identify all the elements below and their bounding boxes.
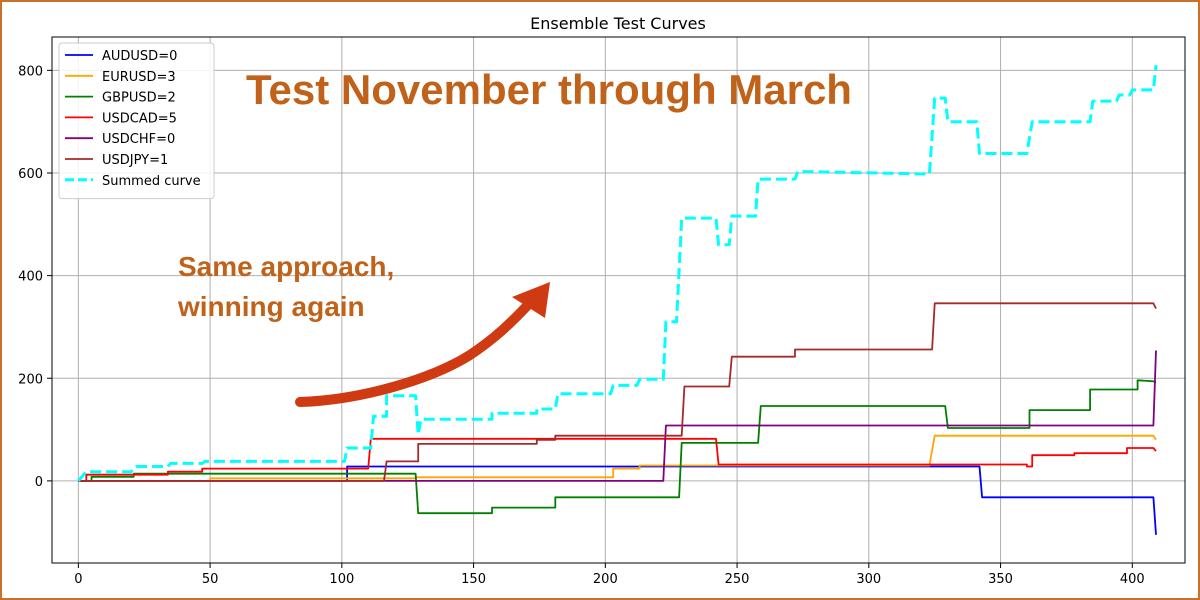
x-tick-label: 0 [74, 572, 82, 587]
x-tick-label: 300 [856, 572, 881, 587]
x-tick-label: 100 [329, 572, 354, 587]
x-tick-label: 350 [988, 572, 1013, 587]
legend-label: GBPUSD=2 [102, 91, 176, 106]
legend-label: EURUSD=3 [102, 70, 176, 85]
x-axis-ticks: 0 50 100 150 200 250 300 350 400 [74, 563, 1145, 587]
legend-box [58, 42, 215, 200]
y-tick-label: 0 [35, 475, 43, 490]
headline-annotation: Test November through March [246, 66, 852, 113]
y-axis-ticks: 0 200 400 600 800 [18, 64, 52, 490]
x-tick-label: 50 [202, 572, 219, 587]
series-line-usdjpy-1 [78, 302, 1157, 482]
series-line-usdchf-0 [78, 350, 1157, 482]
grid-lines [52, 37, 1185, 563]
legend-label: USDCAD=5 [102, 111, 177, 126]
x-tick-label: 250 [725, 572, 750, 587]
series-line-gbpusd-2 [78, 379, 1157, 515]
legend: AUDUSD=0 EURUSD=3 GBPUSD=2 USDCAD=5 USDCHF=0… [58, 42, 215, 200]
series-line-eurusd-3 [78, 434, 1157, 482]
legend-label: USDCHF=0 [102, 132, 175, 147]
x-tick-label: 150 [461, 572, 486, 587]
y-tick-label: 800 [18, 64, 43, 79]
arrow-annotation [295, 282, 550, 407]
legend-label: AUDUSD=0 [102, 49, 177, 64]
x-tick-label: 400 [1120, 572, 1145, 587]
x-tick-label: 200 [593, 572, 618, 587]
note-annotation-line1: Same approach, [178, 251, 394, 282]
y-tick-label: 200 [18, 372, 43, 387]
series-line-audusd-0 [78, 465, 1157, 535]
note-annotation-line2: winning again [177, 291, 365, 322]
y-tick-label: 600 [18, 167, 43, 182]
plot-area-frame [51, 36, 1186, 564]
legend-label: USDJPY=1 [102, 153, 168, 168]
chart-title: Ensemble Test Curves [530, 14, 706, 33]
plot-lines [77, 65, 1158, 535]
series-line-summed-curve [77, 65, 1158, 482]
legend-label: Summed curve [102, 174, 201, 189]
series-line-usdcad-5 [78, 437, 1157, 482]
y-tick-label: 400 [18, 270, 43, 285]
